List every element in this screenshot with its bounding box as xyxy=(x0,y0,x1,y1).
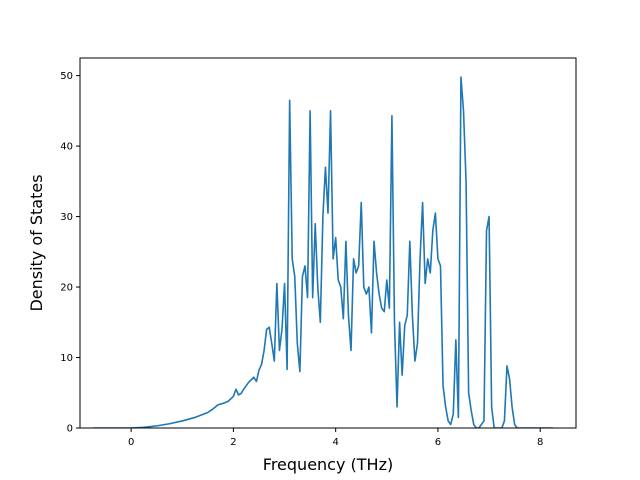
x-tick-label: 8 xyxy=(537,437,543,448)
x-tick-label: 0 xyxy=(128,437,134,448)
plot-frame xyxy=(79,57,577,429)
y-tick-label: 40 xyxy=(60,142,73,153)
y-tick-label: 30 xyxy=(60,212,73,223)
y-tick-label: 10 xyxy=(60,353,73,364)
series-line xyxy=(92,76,553,428)
x-tick-label: 6 xyxy=(435,437,441,448)
x-axis-label: Frequency (THz) xyxy=(263,455,393,474)
y-axis-label: Density of States xyxy=(27,174,46,311)
y-tick-label: 50 xyxy=(60,71,73,82)
x-tick-label: 4 xyxy=(332,437,338,448)
x-tick-label: 2 xyxy=(230,437,236,448)
y-tick-label: 20 xyxy=(60,283,73,294)
y-tick-label: 0 xyxy=(67,424,73,435)
